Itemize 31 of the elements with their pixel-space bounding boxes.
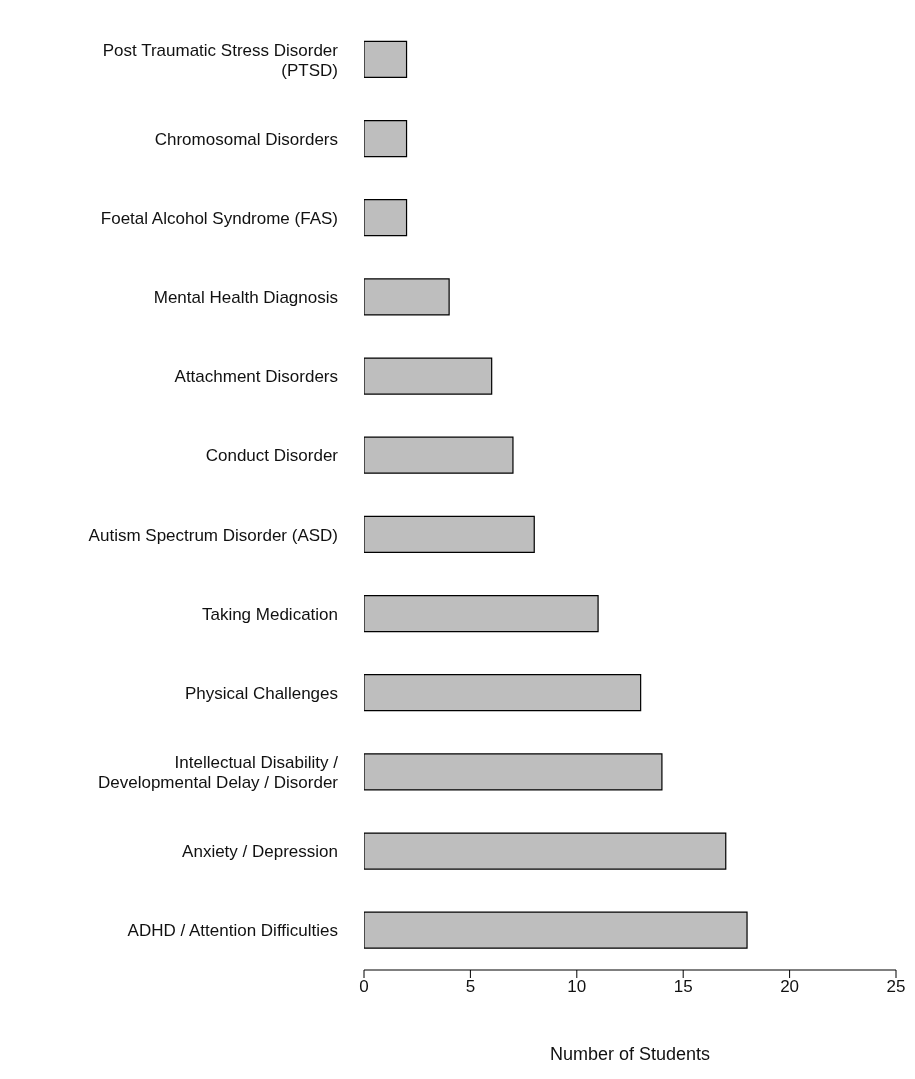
x-tick-label: 15 — [673, 977, 693, 997]
y-tick-label: Post Traumatic Stress Disorder (PTSD) — [102, 40, 339, 80]
bar — [364, 278, 450, 316]
x-tick-label: 20 — [780, 977, 800, 997]
y-tick-label: ADHD / Attention Difficulties — [127, 921, 338, 941]
bar — [364, 199, 408, 237]
bar — [364, 594, 599, 633]
bar — [364, 911, 748, 949]
bar — [364, 515, 535, 553]
y-tick-label: Chromosomal Disorders — [154, 129, 338, 149]
bar — [364, 436, 514, 474]
y-tick-label: Attachment Disorders — [174, 367, 338, 387]
bar — [364, 119, 408, 158]
x-axis-title: Number of Students — [549, 1044, 711, 1064]
y-tick-label: Physical Challenges — [184, 683, 338, 703]
y-tick-label: Autism Spectrum Disorder (ASD) — [88, 525, 338, 545]
x-tick-label: 25 — [886, 977, 906, 997]
y-tick-label: Intellectual Disability / Developmental Delay / Disorder — [98, 753, 339, 793]
y-tick-label: Foetal Alcohol Syndrome (FAS) — [100, 208, 338, 228]
y-tick-label: Conduct Disorder — [205, 446, 339, 466]
bar — [364, 832, 727, 870]
x-tick-label: 10 — [567, 977, 587, 997]
bar — [364, 753, 663, 791]
bar — [364, 357, 493, 395]
bar — [364, 40, 408, 78]
x-tick-label: 0 — [359, 977, 369, 997]
x-tick-label: 5 — [465, 977, 476, 997]
y-tick-label: Anxiety / Depression — [182, 842, 338, 862]
y-tick-label: Mental Health Diagnosis — [153, 288, 338, 308]
y-tick-label: Taking Medication — [201, 604, 338, 624]
bar — [364, 674, 642, 712]
